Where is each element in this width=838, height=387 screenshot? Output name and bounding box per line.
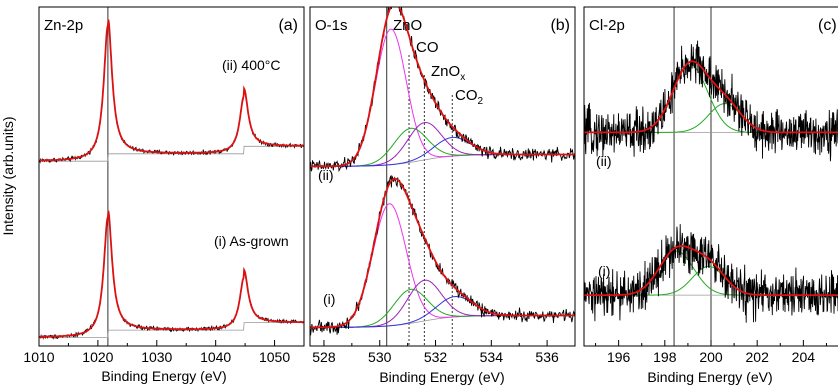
x-tick-label-202: 202 [746,349,770,365]
raw-spectrum-series-0 [310,7,575,173]
panel-b-curves [310,7,575,336]
panel-c-label: (c) [818,17,837,34]
panel-c-core-level: Cl-2p [589,17,625,34]
fit-component-0-0 [310,28,575,167]
x-tick-label-536: 536 [535,349,559,365]
x-tick-label-534: 534 [480,349,504,365]
panel-b-core-level: O-1s [315,17,348,34]
ref-label-zno: ZnO [393,17,422,34]
panel-c-series-label-ii: (ii) [596,153,612,169]
raw-spectrum-series-0 [39,20,304,164]
panel-b-label: (b) [550,17,570,34]
panel-b-frame [309,6,576,347]
panel-b-x-axis-label: Binding Energy (eV) [379,369,504,385]
panel-c-plot [584,7,838,346]
fit-component-1-0 [310,203,575,328]
x-tick-label-198: 198 [653,349,677,365]
panel-c-curves [584,40,838,323]
fit-envelope-series-0 [39,19,304,162]
panel-c-series-label-i: (i) [598,263,610,279]
x-tick-label-528: 528 [312,349,336,365]
raw-spectrum-series-1 [310,174,575,336]
panel-a-curves [39,19,304,340]
panel-b-series-label-i: (i) [323,291,335,307]
panel-a-frame [38,6,305,347]
panel-a-x-ticks: 1010 1020 1030 1040 1050 [23,340,305,365]
fit-envelope-series-1 [39,210,304,338]
ref-label-co: CO [416,39,439,56]
x-tick-label-530: 530 [368,349,392,365]
panel-b-series-label-ii: (ii) [318,167,334,183]
fit-envelope-series-1 [310,177,575,329]
panel-c-x-axis-label: Binding Energy (eV) [647,369,772,385]
panel-b-plot [310,7,575,346]
panel-b-x-ticks: 528 530 532 534 536 [312,340,576,365]
x-tick-label-1040: 1040 [200,349,231,365]
series-label-ii-400c: (ii) 400°C [222,57,281,73]
y-axis-label: Intensity (arb.units) [0,116,16,235]
raw-spectrum-series-0 [584,40,838,162]
x-tick-label-1050: 1050 [259,349,290,365]
fit-component-1-3 [310,296,575,328]
x-tick-label-532: 532 [424,349,448,365]
x-tick-label-204: 204 [792,349,816,365]
fit-envelope-series-1 [584,245,838,296]
fit-envelope-series-0 [310,7,575,168]
panel-a: 1010 1020 1030 1040 1050 Zn-2p (a) (ii) 400°… [23,6,305,384]
panel-a-x-axis-label: Binding Energy (eV) [101,368,226,384]
panel-b: 528 530 532 534 536 O-1s (b) ZnO CO ZnOx CO2… [309,6,576,385]
ref-label-znox: ZnOx [431,63,465,83]
series-label-i-as-grown: (i) As-grown [214,233,289,249]
panel-c: 196 198 200 202 204 Cl-2p (c) (ii) (i) Bindi… [583,6,838,385]
panel-a-plot [39,7,304,346]
x-tick-label-200: 200 [699,349,723,365]
x-tick-label-1020: 1020 [82,349,113,365]
x-tick-label-1010: 1010 [23,349,54,365]
raw-spectrum-series-1 [584,224,838,323]
x-tick-label-1030: 1030 [141,349,172,365]
ref-label-co2: CO2 [455,87,484,107]
panel-c-x-ticks: 196 198 200 202 204 [595,340,827,365]
fit-envelope-series-0 [584,60,838,134]
panel-a-label: (a) [278,17,298,34]
panel-a-core-level: Zn-2p [44,17,83,34]
x-tick-label-196: 196 [607,349,631,365]
